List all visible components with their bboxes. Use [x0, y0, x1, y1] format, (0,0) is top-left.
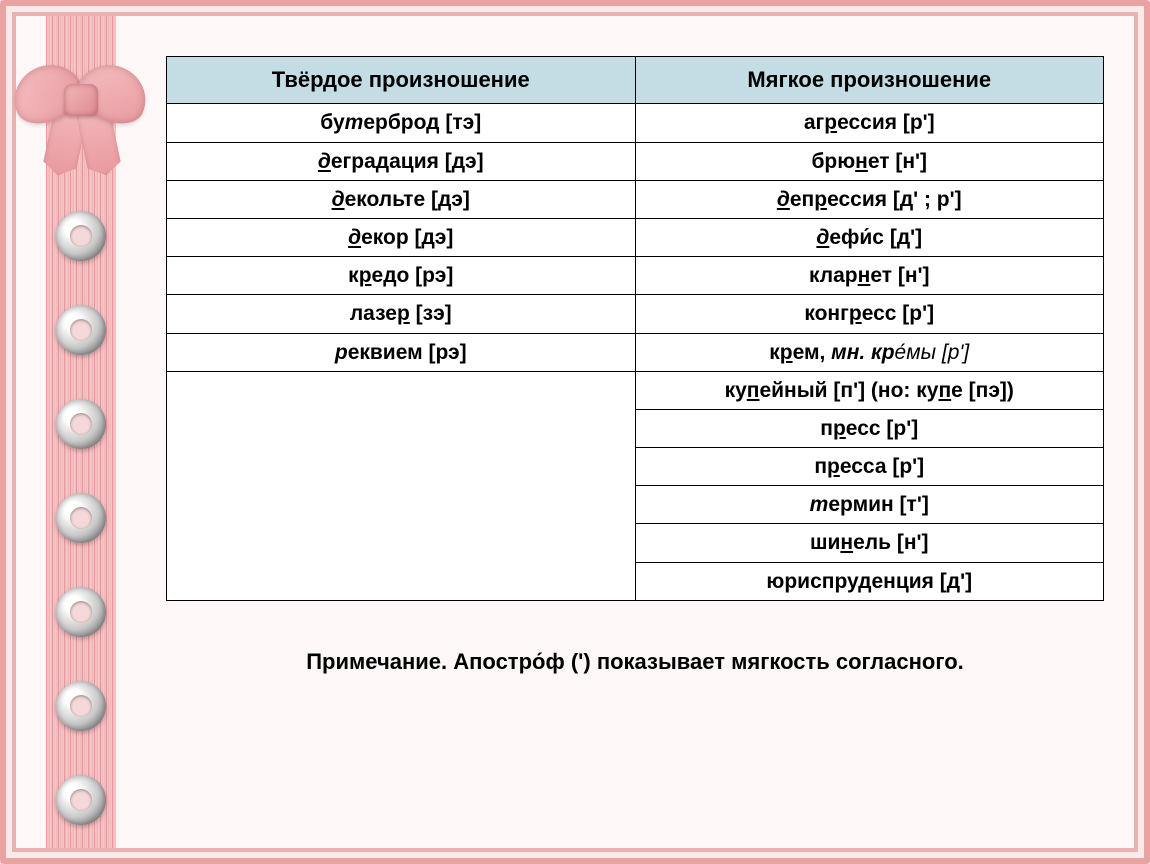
eyelet-icon [56, 587, 106, 637]
ribbon-bow [6, 46, 166, 186]
table-row: пресс [р'] [167, 409, 1104, 447]
cell-soft: пресса [р'] [635, 448, 1104, 486]
table-row: бутерброд [тэ]агрессия [р'] [167, 104, 1104, 142]
note-text: Апостро́ф (') показывает мягкость соглас… [453, 649, 964, 674]
cell-soft: пресс [р'] [635, 409, 1104, 447]
table-row: кредо [рэ]кларнет [н'] [167, 257, 1104, 295]
eyelet-icon [56, 305, 106, 355]
table-row: термин [т'] [167, 486, 1104, 524]
table-row: купейный [п'] (но: купе [пэ]) [167, 371, 1104, 409]
cell-soft: шинель [н'] [635, 524, 1104, 562]
cell-hard-empty [167, 524, 636, 562]
eyelet-icon [56, 681, 106, 731]
col-soft: Мягкое произношение [635, 57, 1104, 104]
cell-hard-empty [167, 409, 636, 447]
table-row: декольте [дэ]депрессия [д' ; р'] [167, 180, 1104, 218]
eyelet-icon [56, 211, 106, 261]
cell-hard: декольте [дэ] [167, 180, 636, 218]
cell-hard-empty [167, 371, 636, 409]
cell-hard: деградация [дэ] [167, 142, 636, 180]
table-row: декор [дэ]дефи́с [д'] [167, 218, 1104, 256]
eyelet-icon [56, 775, 106, 825]
cell-soft: брюнет [н'] [635, 142, 1104, 180]
table-row: деградация [дэ]брюнет [н'] [167, 142, 1104, 180]
table-row: лазер [зэ]конгресс [р'] [167, 295, 1104, 333]
col-hard: Твёрдое произношение [167, 57, 636, 104]
inner-frame: Твёрдое произношение Мягкое произношение… [12, 12, 1138, 852]
cell-hard-empty [167, 448, 636, 486]
footnote: Примечание. Апостро́ф (') показывает мяг… [166, 649, 1104, 675]
cell-hard: реквием [рэ] [167, 333, 636, 371]
cell-soft: крем, мн. кре́мы [р'] [635, 333, 1104, 371]
table-row: пресса [р'] [167, 448, 1104, 486]
eyelet-icon [56, 399, 106, 449]
content-area: Твёрдое произношение Мягкое произношение… [166, 56, 1104, 818]
cell-soft: дефи́с [д'] [635, 218, 1104, 256]
pronunciation-table: Твёрдое произношение Мягкое произношение… [166, 56, 1104, 601]
cell-hard-empty [167, 486, 636, 524]
cell-hard: декор [дэ] [167, 218, 636, 256]
table-header-row: Твёрдое произношение Мягкое произношение [167, 57, 1104, 104]
table-row: реквием [рэ]крем, мн. кре́мы [р'] [167, 333, 1104, 371]
cell-hard: лазер [зэ] [167, 295, 636, 333]
cell-soft: юриспруденция [д'] [635, 562, 1104, 600]
cell-soft: термин [т'] [635, 486, 1104, 524]
cell-hard: бутерброд [тэ] [167, 104, 636, 142]
cell-hard-empty [167, 562, 636, 600]
cell-soft: депрессия [д' ; р'] [635, 180, 1104, 218]
cell-soft: агрессия [р'] [635, 104, 1104, 142]
table-row: юриспруденция [д'] [167, 562, 1104, 600]
note-label: Примечание. [306, 649, 447, 674]
cell-hard: кредо [рэ] [167, 257, 636, 295]
eyelet-icon [56, 493, 106, 543]
cell-soft: конгресс [р'] [635, 295, 1104, 333]
cell-soft: кларнет [н'] [635, 257, 1104, 295]
outer-frame: Твёрдое произношение Мягкое произношение… [0, 0, 1150, 864]
table-row: шинель [н'] [167, 524, 1104, 562]
cell-soft: купейный [п'] (но: купе [пэ]) [635, 371, 1104, 409]
table-body: бутерброд [тэ]агрессия [р']деградация [д… [167, 104, 1104, 600]
